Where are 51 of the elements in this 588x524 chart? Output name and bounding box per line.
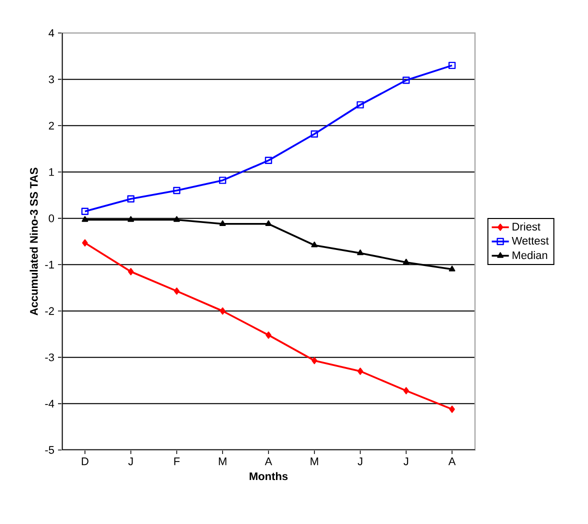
point (173, 186, 180, 194)
x-tick-label: D (82, 458, 88, 466)
x-tick-label: J (358, 458, 362, 466)
x-tick-label: M (218, 458, 226, 466)
x-tick-label: A (264, 458, 272, 466)
point (312, 356, 318, 364)
point (449, 406, 455, 413)
y-tick-label: -3 (45, 353, 54, 362)
point (219, 220, 226, 226)
point (448, 266, 456, 272)
point (82, 216, 88, 222)
y-tick-label: -5 (45, 446, 54, 454)
legend-label: Wettest (512, 236, 549, 245)
y-tick-label: 1 (49, 168, 54, 176)
point (357, 249, 364, 256)
x-axis-title: Months (250, 472, 288, 480)
point (403, 387, 410, 394)
legend-label: Driest (512, 222, 540, 231)
point (402, 76, 410, 84)
point (220, 307, 226, 315)
point (356, 101, 364, 108)
x-tick-label: J (128, 458, 133, 466)
point (127, 195, 134, 202)
point (219, 176, 226, 184)
x-tick-label: A (448, 458, 456, 466)
point (81, 208, 89, 215)
point (174, 216, 180, 222)
y-tick-label: -1 (45, 260, 54, 268)
y-tick-label: -2 (45, 307, 54, 315)
legend-label: Median (512, 251, 548, 260)
point (264, 156, 272, 164)
y-tick-label: -4 (45, 400, 54, 408)
x-tick-label: F (174, 458, 180, 466)
y-tick-label: 4 (48, 29, 54, 37)
point (266, 331, 272, 339)
y-tick-label: 2 (48, 122, 54, 130)
point (128, 216, 134, 222)
y-tick-label: 0 (48, 214, 54, 222)
point (265, 220, 272, 226)
x-tick-label: M (310, 458, 318, 466)
point (174, 287, 180, 295)
x-tick-label: J (404, 458, 408, 466)
point (311, 242, 318, 248)
point (310, 130, 318, 138)
point (82, 239, 88, 246)
point (128, 268, 134, 276)
point (448, 62, 456, 70)
point (402, 258, 410, 264)
y-tick-label: 3 (48, 75, 54, 84)
point (357, 368, 364, 375)
y-axis-title: Accumulated Nino-3 SS TAS (30, 168, 38, 316)
